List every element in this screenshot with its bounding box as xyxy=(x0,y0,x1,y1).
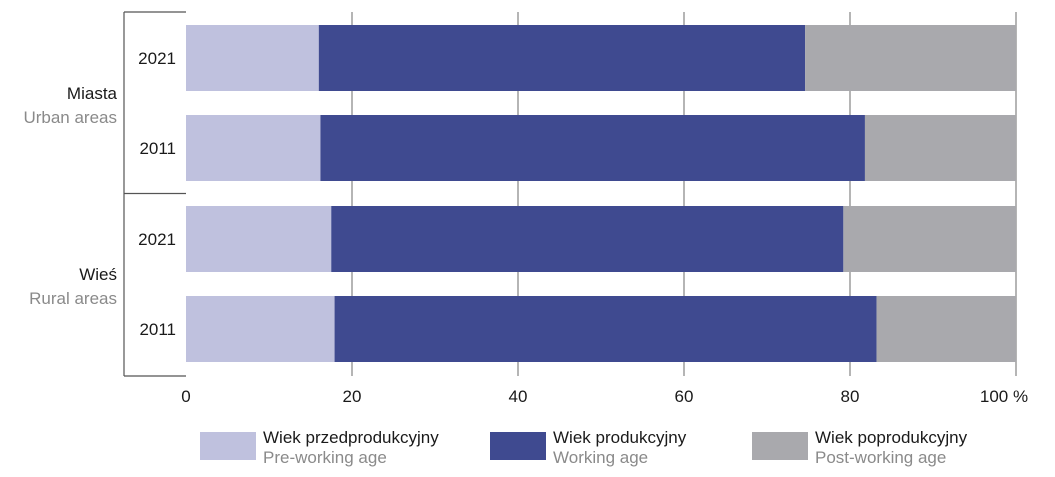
x-tick-label: 40 xyxy=(509,387,528,406)
bar-segment xyxy=(331,206,844,272)
row-label: 2011 xyxy=(139,139,176,158)
bar-segment xyxy=(186,25,319,91)
bar-segment xyxy=(876,296,1016,362)
bar-segment xyxy=(864,115,1016,181)
axes xyxy=(123,11,186,377)
bar-segment xyxy=(318,25,806,91)
legend-label: Wiek poprodukcyjny xyxy=(815,428,968,447)
legend: Wiek przedprodukcyjny Pre-working age Wi… xyxy=(0,428,1055,477)
group-label-en: Urban areas xyxy=(23,108,117,127)
row-label: 2021 xyxy=(138,49,176,68)
bar-segment xyxy=(186,296,335,362)
x-tick-label: 20 xyxy=(343,387,362,406)
legend-label-en: Working age xyxy=(553,448,649,467)
group-label-en: Rural areas xyxy=(29,289,117,308)
group-label: Wieś xyxy=(79,265,117,284)
legend-label: Wiek produkcyjny xyxy=(553,428,687,447)
bar-segment xyxy=(320,115,865,181)
legend-label-en: Post-working age xyxy=(815,448,947,467)
bar-segment xyxy=(805,25,1016,91)
legend-swatch xyxy=(490,432,546,460)
bar-segment xyxy=(843,206,1016,272)
legend-label: Wiek przedprodukcyjny xyxy=(263,428,439,447)
bars xyxy=(186,25,1016,362)
legend-swatch xyxy=(752,432,808,460)
bar-segment xyxy=(334,296,877,362)
group-label: Miasta xyxy=(67,84,118,103)
chart-plot: 0 20 40 60 80 100 % 2021 2011 Miasta Urban areas 2… xyxy=(23,11,1028,406)
row-label: 2021 xyxy=(138,230,176,249)
bar-segment xyxy=(186,115,321,181)
x-tick-label: 60 xyxy=(675,387,694,406)
legend-label-en: Pre-working age xyxy=(263,448,387,467)
legend-swatch xyxy=(200,432,256,460)
x-tick-label: 100 % xyxy=(980,387,1028,406)
x-tick-label: 0 xyxy=(181,387,190,406)
row-label: 2011 xyxy=(139,320,176,339)
axis-labels: 0 20 40 60 80 100 % 2021 2011 Miasta Urban areas 2… xyxy=(23,49,1028,406)
bar-segment xyxy=(186,206,332,272)
x-tick-label: 80 xyxy=(841,387,860,406)
